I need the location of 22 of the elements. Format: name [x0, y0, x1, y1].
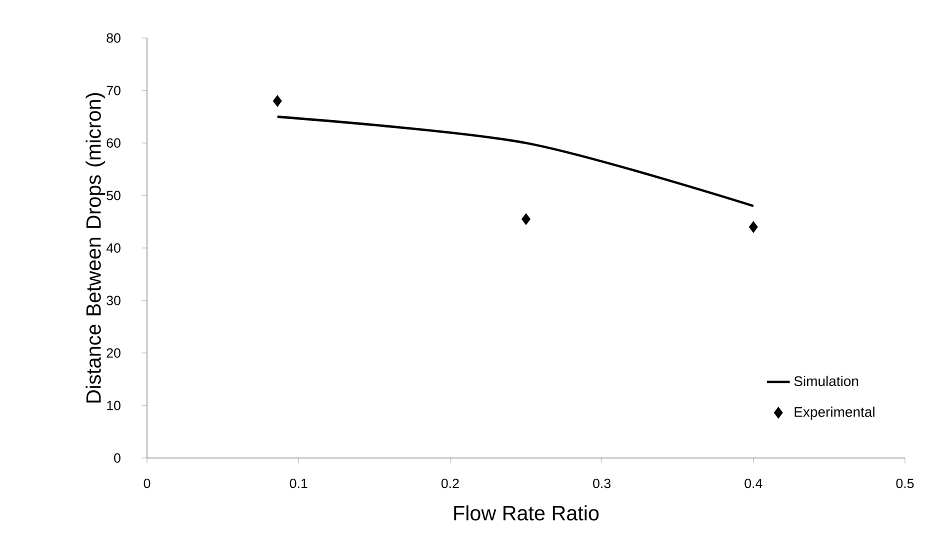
y-tick-label: 50	[106, 190, 120, 200]
x-tick-label: 0.4	[744, 478, 762, 488]
x-axis-title: Flow Rate Ratio	[454, 505, 599, 520]
y-tick-label: 80	[106, 33, 120, 43]
legend-label: Experimental	[794, 406, 874, 420]
y-tick-label: 70	[106, 86, 120, 96]
x-tick-label: 0.1	[290, 478, 308, 488]
y-tick-label: 30	[106, 296, 120, 306]
x-tick-label: 0.2	[441, 478, 459, 488]
point	[522, 213, 530, 225]
y-tick-label: 20	[106, 348, 120, 358]
x-tick-label: 0	[144, 478, 150, 488]
x-tick-label: 0.3	[593, 478, 610, 488]
point	[748, 221, 758, 233]
y-tick-label: 60	[106, 138, 120, 148]
x-tick-label: 0.5	[896, 478, 914, 488]
point	[272, 95, 282, 107]
y-tick-label: 0	[114, 453, 120, 463]
y-axis-title: Distance Between Drops (micron)	[86, 93, 105, 402]
y-tick-label: 10	[107, 400, 120, 410]
legend-label: Simulation	[794, 376, 858, 386]
y-tick-label: 40	[106, 243, 120, 253]
